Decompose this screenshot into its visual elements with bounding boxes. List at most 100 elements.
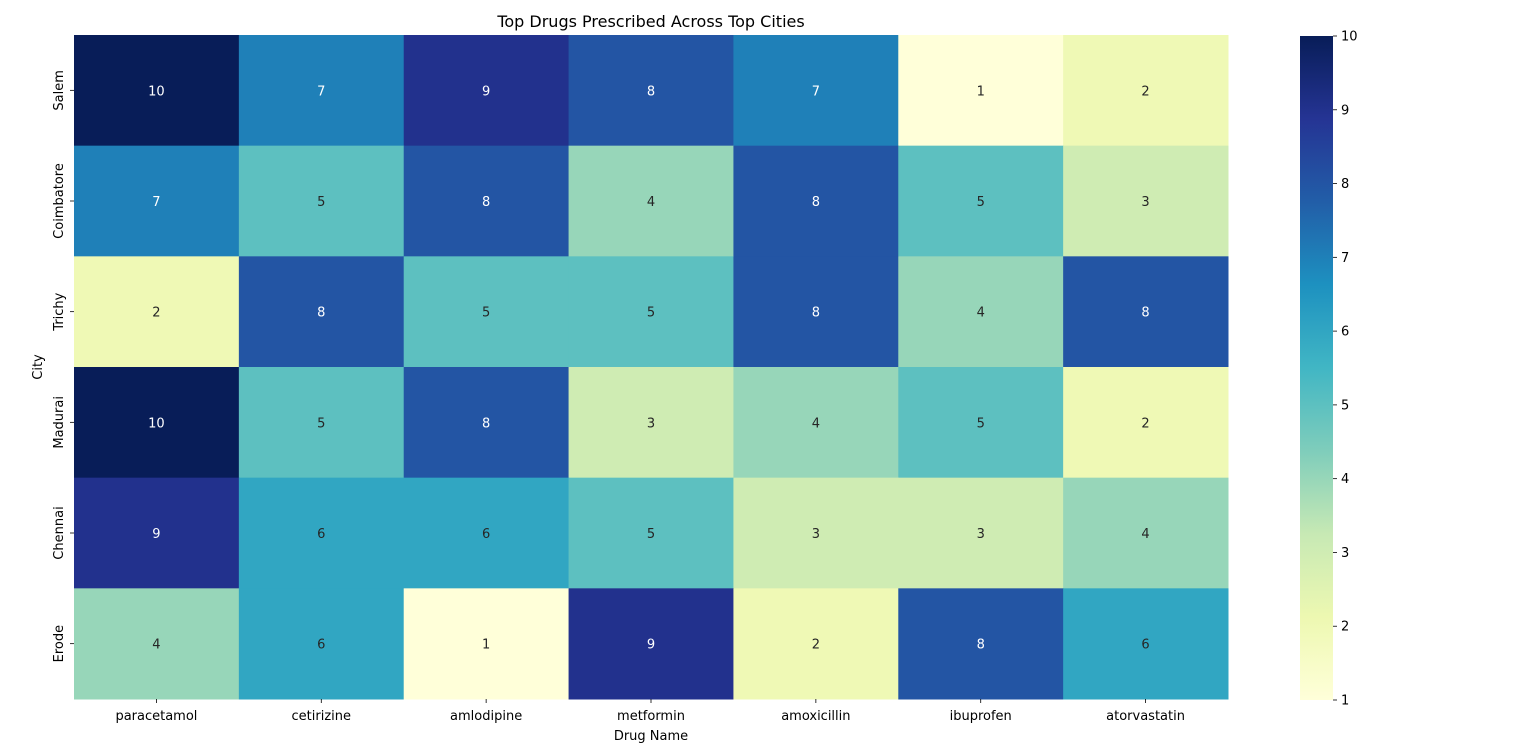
- heatmap-annotations: 10 7 9 8 7 1 2 7 5 8 4 8 5 3 2 8 5 5 8 4 8 10 5 8 3 4 5 2 9 6 6 5 3 3 4 4 6 1…: [148, 84, 1150, 652]
- cell-annotation: 4: [1141, 527, 1149, 542]
- y-tick-label: Erode: [52, 625, 67, 662]
- colorbar-tick-label: 2: [1341, 620, 1349, 635]
- cell-annotation: 8: [482, 195, 490, 210]
- cell-annotation: 5: [482, 306, 490, 321]
- heatmap-cell: [403, 35, 570, 147]
- colorbar-tick-label: 7: [1341, 251, 1349, 266]
- heatmap-cell: [74, 35, 240, 147]
- heatmap-cell: [898, 145, 1064, 257]
- heatmap-cell: [898, 256, 1064, 368]
- heatmap-cell: [238, 477, 405, 589]
- heatmap-cell: [568, 477, 734, 589]
- cell-annotation: 7: [812, 84, 820, 99]
- heatmap-cell: [403, 367, 570, 479]
- cell-annotation: 2: [1141, 84, 1149, 99]
- x-tick-label: atorvastatin: [1106, 709, 1185, 724]
- heatmap-cell: [1063, 588, 1229, 700]
- colorbar: [1300, 36, 1333, 700]
- heatmap-cell: [238, 367, 405, 479]
- cell-annotation: 8: [977, 638, 985, 653]
- heatmap-cell: [568, 256, 734, 368]
- x-axis-label: Drug Name: [614, 729, 688, 744]
- cell-annotation: 3: [647, 416, 655, 431]
- cell-annotation: 3: [1141, 195, 1149, 210]
- y-tick-label: Madurai: [52, 396, 67, 449]
- heatmap-cell: [74, 256, 240, 368]
- heatmap-cell: [568, 367, 734, 479]
- cell-annotation: 9: [647, 638, 655, 653]
- x-tick-label: paracetamol: [115, 709, 197, 724]
- colorbar-tick-label: 8: [1341, 177, 1349, 192]
- y-tick-label: Salem: [52, 70, 67, 111]
- heatmap-cell: [568, 35, 734, 147]
- heatmap-cell: [733, 477, 899, 589]
- heatmap-cell: [238, 256, 405, 368]
- cell-annotation: 4: [152, 638, 160, 653]
- colorbar-tick-label: 3: [1341, 546, 1349, 561]
- cell-annotation: 8: [812, 195, 820, 210]
- heatmap-cell: [238, 145, 405, 257]
- cell-annotation: 7: [152, 195, 160, 210]
- heatmap-cell: [898, 367, 1064, 479]
- heatmap-cell: [733, 256, 899, 368]
- cell-annotation: 5: [977, 416, 985, 431]
- heatmap-cell: [1063, 367, 1229, 479]
- cell-annotation: 1: [482, 638, 490, 653]
- cell-annotation: 8: [647, 84, 655, 99]
- heatmap-cell: [403, 477, 570, 589]
- heatmap-cell: [1063, 256, 1229, 368]
- y-tick-label: Chennai: [52, 506, 67, 559]
- heatmap-cell: [898, 477, 1064, 589]
- cell-annotation: 8: [1141, 306, 1149, 321]
- cell-annotation: 6: [482, 527, 490, 542]
- colorbar-tick-label: 5: [1341, 398, 1349, 413]
- x-tick-label: cetirizine: [292, 709, 351, 724]
- heatmap-cell: [74, 367, 240, 479]
- cell-annotation: 2: [812, 638, 820, 653]
- heatmap-cell: [898, 35, 1064, 147]
- cell-annotation: 10: [148, 416, 165, 431]
- cell-annotation: 2: [1141, 416, 1149, 431]
- cell-annotation: 9: [482, 84, 490, 99]
- cell-annotation: 5: [647, 527, 655, 542]
- cell-annotation: 5: [317, 195, 325, 210]
- cell-annotation: 8: [317, 306, 325, 321]
- y-tick-label: Trichy: [52, 292, 67, 331]
- cell-annotation: 3: [812, 527, 820, 542]
- heatmap-cell: [568, 145, 734, 257]
- cell-annotation: 7: [317, 84, 325, 99]
- heatmap-cell: [74, 477, 240, 589]
- colorbar-ticks: 1 2 3 4 5 6 7 8 9 10: [1333, 30, 1358, 709]
- cell-annotation: 1: [977, 84, 985, 99]
- heatmap-cell: [238, 35, 405, 147]
- heatmap-cell: [733, 145, 899, 257]
- heatmap-cells: [74, 35, 1229, 700]
- heatmap-cell: [733, 588, 899, 700]
- heatmap-cell: [403, 145, 570, 257]
- y-tick-label: Coimbatore: [52, 163, 67, 239]
- cell-annotation: 6: [317, 638, 325, 653]
- heatmap-cell: [74, 145, 240, 257]
- heatmap-cell: [733, 367, 899, 479]
- y-tick-labels: Salem Coimbatore Trichy Madurai Chennai Erode: [52, 70, 74, 662]
- x-tick-label: amlodipine: [450, 709, 522, 724]
- colorbar-tick-label: 10: [1341, 30, 1358, 45]
- cell-annotation: 8: [482, 416, 490, 431]
- cell-annotation: 3: [977, 527, 985, 542]
- heatmap-cell: [1063, 35, 1229, 147]
- heatmap-cell: [74, 588, 240, 700]
- cell-annotation: 5: [977, 195, 985, 210]
- heatmap-cell: [403, 588, 570, 700]
- cell-annotation: 6: [1141, 638, 1149, 653]
- heatmap-cell: [733, 35, 899, 147]
- cell-annotation: 10: [148, 84, 165, 99]
- heatmap-cell: [898, 588, 1064, 700]
- cell-annotation: 4: [812, 416, 820, 431]
- x-tick-labels: paracetamol cetirizine amlodipine metformin…: [115, 699, 1185, 724]
- chart-title: Top Drugs Prescribed Across Top Cities: [496, 12, 804, 31]
- heatmap-cell: [568, 588, 734, 700]
- cell-annotation: 5: [317, 416, 325, 431]
- cell-annotation: 4: [977, 306, 985, 321]
- heatmap-cell: [1063, 145, 1229, 257]
